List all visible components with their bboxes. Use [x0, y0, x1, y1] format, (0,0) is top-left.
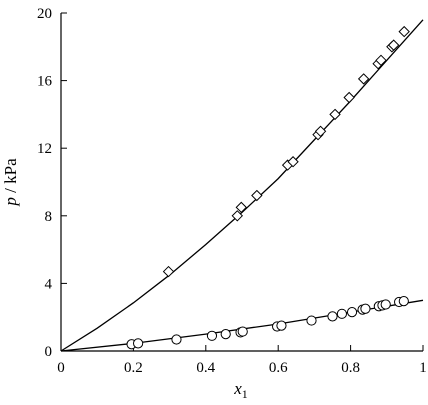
diamond-point	[398, 25, 410, 38]
x-tick-label: 0.4	[196, 360, 215, 376]
circle-point	[327, 311, 338, 322]
x-axis-label-subscript: 1	[242, 387, 248, 401]
diamond-point	[375, 54, 387, 67]
diamond-point	[343, 91, 355, 104]
y-axis-label-symbol: p	[1, 197, 20, 207]
fit-curve-1	[60, 19, 424, 352]
diamond-point	[329, 108, 341, 121]
circle-point	[133, 338, 144, 349]
y-tick-label: 0	[45, 344, 53, 360]
circle-point	[336, 308, 348, 319]
y-tick-label: 20	[37, 6, 52, 22]
x-tick-label: 0.2	[124, 360, 143, 376]
x-tick-label: 1	[419, 360, 427, 376]
x-tick-label: 0	[57, 360, 65, 376]
circle-point	[360, 303, 371, 314]
fit-curves	[60, 19, 424, 352]
diamond-point	[162, 265, 175, 278]
y-axis-label-unit: / kPa	[1, 158, 20, 197]
diamond-point	[235, 201, 247, 214]
diamond-point	[357, 73, 370, 85]
data-markers	[126, 25, 410, 350]
diamond-point	[231, 210, 244, 222]
axis-ticks: 0 0.2 0.4 0.6 0.8 1 0 4 8 12 16 20	[37, 6, 427, 376]
diamond-point	[314, 125, 327, 138]
circle-point	[276, 320, 287, 331]
x-axis-label: x1	[233, 379, 248, 401]
diamond-point	[287, 156, 299, 168]
y-tick-label: 8	[45, 209, 53, 225]
x-tick-label: 0.8	[341, 360, 360, 376]
circle-point	[398, 296, 409, 307]
diamond-point	[387, 39, 400, 51]
y-tick-label: 16	[37, 74, 53, 90]
x-tick-label: 0.6	[269, 360, 288, 376]
circle-point	[220, 329, 231, 340]
diamond-point	[251, 189, 263, 202]
circle-point	[346, 307, 358, 318]
x-axis-label-main: x	[233, 379, 242, 398]
plot-frame	[60, 13, 423, 352]
y-tick-label: 4	[45, 276, 53, 292]
circle-point	[306, 315, 317, 326]
y-tick-label: 12	[37, 141, 52, 157]
y-axis-label: p / kPa	[1, 158, 20, 207]
circle-point	[380, 299, 391, 310]
circle-point	[237, 326, 248, 337]
circle-point	[171, 334, 182, 345]
circle-point	[206, 330, 218, 341]
